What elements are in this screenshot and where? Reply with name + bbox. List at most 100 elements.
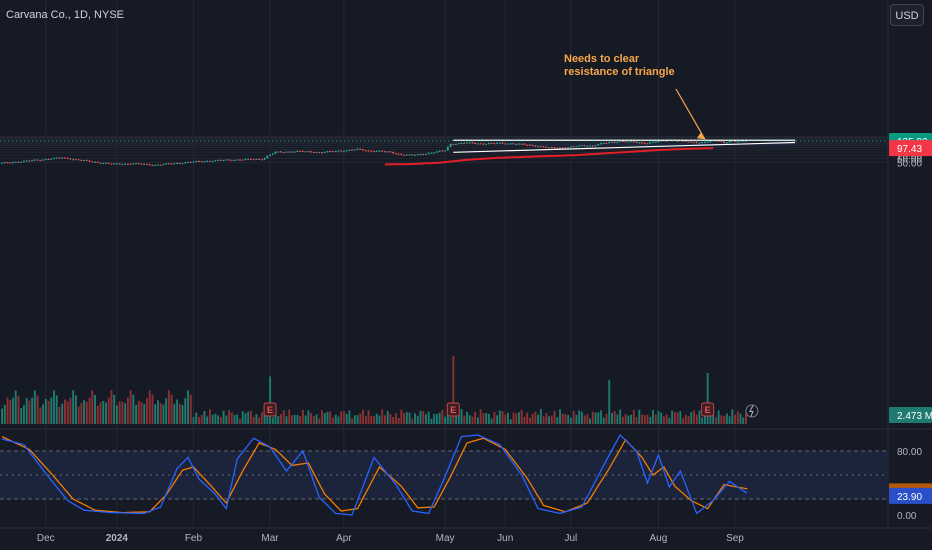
volume-bar xyxy=(129,390,132,424)
price-candles xyxy=(1,139,747,166)
volume-bar xyxy=(115,405,118,424)
volume-bar xyxy=(88,397,91,424)
candle-body xyxy=(435,151,438,153)
candle-body xyxy=(329,151,332,153)
volume-bar xyxy=(416,415,419,424)
volume-bar xyxy=(9,399,12,424)
candle-body xyxy=(129,163,132,165)
annotation-line-2: resistance of triangle xyxy=(564,66,675,78)
volume-bar xyxy=(375,413,378,424)
volume-bar xyxy=(493,411,496,424)
candle-body xyxy=(126,163,129,165)
candle-body xyxy=(3,162,6,164)
candle-body xyxy=(632,141,635,143)
volume-bar xyxy=(181,405,184,424)
volume-bar xyxy=(53,390,55,424)
volume-bar xyxy=(463,415,466,424)
volume-bar xyxy=(405,412,408,424)
candle-body xyxy=(14,161,17,163)
candle-body xyxy=(411,154,414,156)
volume-bar xyxy=(679,411,682,424)
volume-bar xyxy=(556,417,559,424)
candle-body xyxy=(534,145,537,147)
candle-body xyxy=(181,163,184,165)
volume-bar xyxy=(118,401,121,424)
volume-bar xyxy=(392,417,395,424)
volume-bar xyxy=(654,414,657,424)
volume-bar xyxy=(427,411,430,424)
volume-bar xyxy=(247,411,250,424)
candle-body xyxy=(236,159,239,161)
candle-body xyxy=(33,159,36,161)
volume-bar xyxy=(643,415,646,424)
volume-bar xyxy=(438,412,441,424)
ma-value-badge-bg xyxy=(889,140,932,157)
candle-body xyxy=(159,164,162,166)
volume-bar xyxy=(600,410,602,424)
currency-button[interactable]: USD xyxy=(890,4,924,26)
volume-bar xyxy=(452,356,455,424)
candle-body xyxy=(203,161,206,163)
volume-bar xyxy=(553,410,556,424)
volume-bar xyxy=(80,403,83,424)
candle-body xyxy=(460,143,463,145)
volume-bar xyxy=(613,411,616,424)
earnings-marker-label: E xyxy=(267,405,273,415)
candle-body xyxy=(121,164,124,166)
volume-bar xyxy=(624,414,627,424)
candle-body xyxy=(583,145,586,147)
volume-bar xyxy=(167,390,170,424)
candle-body xyxy=(351,149,354,151)
volume-bar xyxy=(304,415,307,424)
candle-body xyxy=(430,152,433,154)
candle-body xyxy=(476,143,479,145)
candle-body xyxy=(709,140,712,142)
candle-body xyxy=(192,161,195,163)
volume-bar xyxy=(252,416,255,424)
candle-body xyxy=(744,140,747,142)
volume-bar xyxy=(236,414,239,424)
volume-bar xyxy=(332,417,334,424)
volume-bar xyxy=(359,413,362,424)
oscillator-tick-label: 0.00 xyxy=(897,511,917,522)
candle-body xyxy=(701,142,704,144)
volume-bar xyxy=(512,412,515,424)
volume-bar xyxy=(353,415,356,424)
candle-body xyxy=(364,150,367,152)
candle-body xyxy=(11,162,14,164)
volume-bar xyxy=(619,409,622,424)
candle-body xyxy=(619,141,622,143)
candle-body xyxy=(58,157,61,159)
volume-bar xyxy=(591,411,594,424)
candle-body xyxy=(523,143,526,145)
candle-body xyxy=(124,163,127,165)
candle-body xyxy=(734,140,736,142)
volume-bar xyxy=(373,415,375,424)
volume-bar xyxy=(660,412,663,424)
candle-body xyxy=(362,149,364,151)
volume-bar xyxy=(74,395,77,424)
candle-body xyxy=(107,162,110,164)
volume-bar xyxy=(608,379,611,424)
volume-bar xyxy=(384,415,386,424)
volume-bar xyxy=(717,410,720,424)
candle-body xyxy=(455,144,457,146)
volume-bar xyxy=(578,410,581,424)
candle-body xyxy=(211,161,214,163)
candle-body xyxy=(567,147,570,149)
candle-body xyxy=(258,158,261,160)
candle-body xyxy=(42,159,44,161)
candle-body xyxy=(219,159,222,161)
candle-body xyxy=(143,163,146,165)
candle-body xyxy=(61,157,64,159)
volume-bar xyxy=(206,416,209,424)
candle-body xyxy=(698,142,701,144)
volume-bar xyxy=(594,412,597,424)
volume-bar xyxy=(742,417,745,424)
volume-bar xyxy=(539,409,542,424)
candle-body xyxy=(375,150,378,152)
stoch-k-badge-bg xyxy=(889,487,932,504)
volume-bar xyxy=(249,410,252,424)
